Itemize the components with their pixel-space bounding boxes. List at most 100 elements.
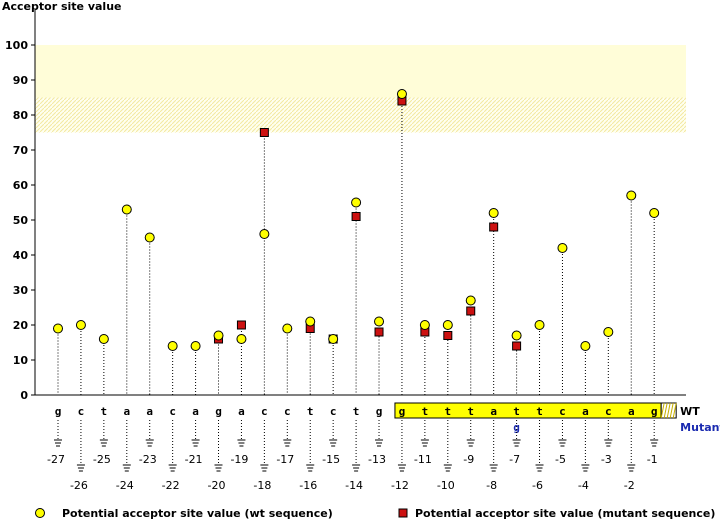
- wt-base: c: [605, 405, 612, 418]
- wt-base: t: [307, 405, 314, 418]
- wt-base: a: [490, 405, 497, 418]
- wt-point: [328, 334, 339, 344]
- position-label: -27: [47, 453, 65, 466]
- legend-mutant-label: Potential acceptor site value (mutant se…: [415, 507, 715, 520]
- wt-point: [282, 323, 293, 334]
- highlight-band-1: [35, 97, 686, 133]
- wt-point: [488, 208, 499, 218]
- position-label: -13: [368, 453, 386, 466]
- exon-box-cap-hatch: [669, 402, 674, 419]
- mutant-point: [259, 128, 269, 137]
- wt-point: [511, 330, 522, 341]
- wt-base: t: [353, 405, 360, 418]
- wt-base: c: [284, 405, 291, 418]
- wt-base: a: [192, 405, 199, 418]
- y-tick-label: 90: [13, 74, 29, 87]
- position-label: -14: [345, 479, 363, 492]
- wt-base: c: [261, 405, 268, 418]
- y-tick-label: 70: [13, 144, 29, 157]
- wt-base: g: [55, 405, 62, 418]
- legend-wt-marker: [35, 508, 45, 518]
- y-tick-label: 10: [13, 354, 29, 367]
- wt-point: [649, 208, 660, 218]
- y-tick-label: 80: [13, 109, 29, 122]
- wt-base: a: [582, 405, 589, 418]
- mutant-point: [236, 320, 246, 330]
- position-label: -22: [162, 479, 180, 492]
- y-tick-label: 0: [20, 389, 28, 402]
- sequence-row: gctaacagacctctggtttattcacaggWTMutant: [55, 402, 720, 434]
- legend: Potential acceptor site value (wt sequen…: [35, 507, 715, 520]
- exon-box-cap-hatch: [663, 402, 668, 419]
- position-label: -10: [437, 479, 455, 492]
- markers: [53, 89, 660, 351]
- position-label: -8: [486, 479, 497, 492]
- wt-point: [121, 204, 132, 215]
- highlight-band-0: [35, 45, 686, 98]
- wt-base: t: [467, 405, 474, 418]
- wt-point: [305, 316, 316, 327]
- wt-point: [259, 229, 270, 239]
- exon-box-cap-hatch: [666, 402, 671, 419]
- wt-point: [419, 320, 430, 330]
- wt-point: [442, 320, 453, 330]
- wt-base: a: [146, 405, 153, 418]
- wt-point: [236, 334, 247, 344]
- wt-base: a: [628, 405, 635, 418]
- exon-box-cap-hatch: [672, 402, 677, 419]
- wt-base: a: [238, 405, 245, 418]
- wt-base: t: [536, 405, 543, 418]
- mutant-point: [351, 212, 361, 221]
- y-tick-label: 100: [5, 39, 28, 52]
- y-tick-label: 60: [13, 179, 29, 192]
- wt-point: [603, 327, 614, 337]
- wt-base: a: [123, 405, 130, 418]
- mutant-point: [489, 222, 499, 232]
- legend-mutant-marker: [398, 508, 408, 518]
- wt-base: t: [513, 405, 520, 418]
- wt-point: [351, 197, 362, 208]
- wt-point: [53, 323, 63, 334]
- position-label: -18: [253, 479, 271, 492]
- wt-point: [98, 334, 109, 344]
- wt-point: [580, 341, 591, 351]
- position-label: -9: [463, 453, 474, 466]
- position-label: -4: [578, 479, 589, 492]
- position-label: -11: [414, 453, 432, 466]
- mutant-point: [443, 331, 453, 340]
- position-label: -19: [230, 453, 248, 466]
- y-tick-label: 50: [13, 214, 29, 227]
- mutant-row-label: Mutant: [680, 421, 720, 434]
- wt-base: g: [215, 405, 222, 418]
- y-tick-label: 30: [13, 284, 29, 297]
- wt-base: c: [559, 405, 566, 418]
- wt-base: c: [330, 405, 337, 418]
- mutant-point: [466, 306, 476, 316]
- position-label: -15: [322, 453, 340, 466]
- position-label: -23: [139, 453, 157, 466]
- position-label: -6: [532, 479, 543, 492]
- position-label: -24: [116, 479, 134, 492]
- highlight-bands: [35, 45, 686, 133]
- wt-point: [557, 243, 568, 253]
- position-label: -2: [624, 479, 635, 492]
- position-label: -3: [601, 453, 612, 466]
- wt-point: [190, 341, 201, 351]
- position-label: -21: [185, 453, 203, 466]
- wt-point: [144, 232, 155, 243]
- position-label: -26: [70, 479, 88, 492]
- wt-point: [374, 316, 385, 327]
- wt-base: c: [78, 405, 85, 418]
- position-label: -12: [391, 479, 409, 492]
- wt-point: [534, 320, 545, 330]
- stems: [57, 94, 655, 395]
- wt-point: [213, 330, 224, 341]
- mutant-point: [374, 327, 384, 337]
- wt-point: [396, 89, 407, 99]
- position-label: -7: [509, 453, 520, 466]
- wt-point: [75, 320, 86, 330]
- wt-base: g: [399, 405, 406, 418]
- y-axis: 0 10 20 30 40 50 60 70 80 90 100: [5, 10, 686, 402]
- wt-row-label: WT: [680, 405, 700, 418]
- position-label: -5: [555, 453, 566, 466]
